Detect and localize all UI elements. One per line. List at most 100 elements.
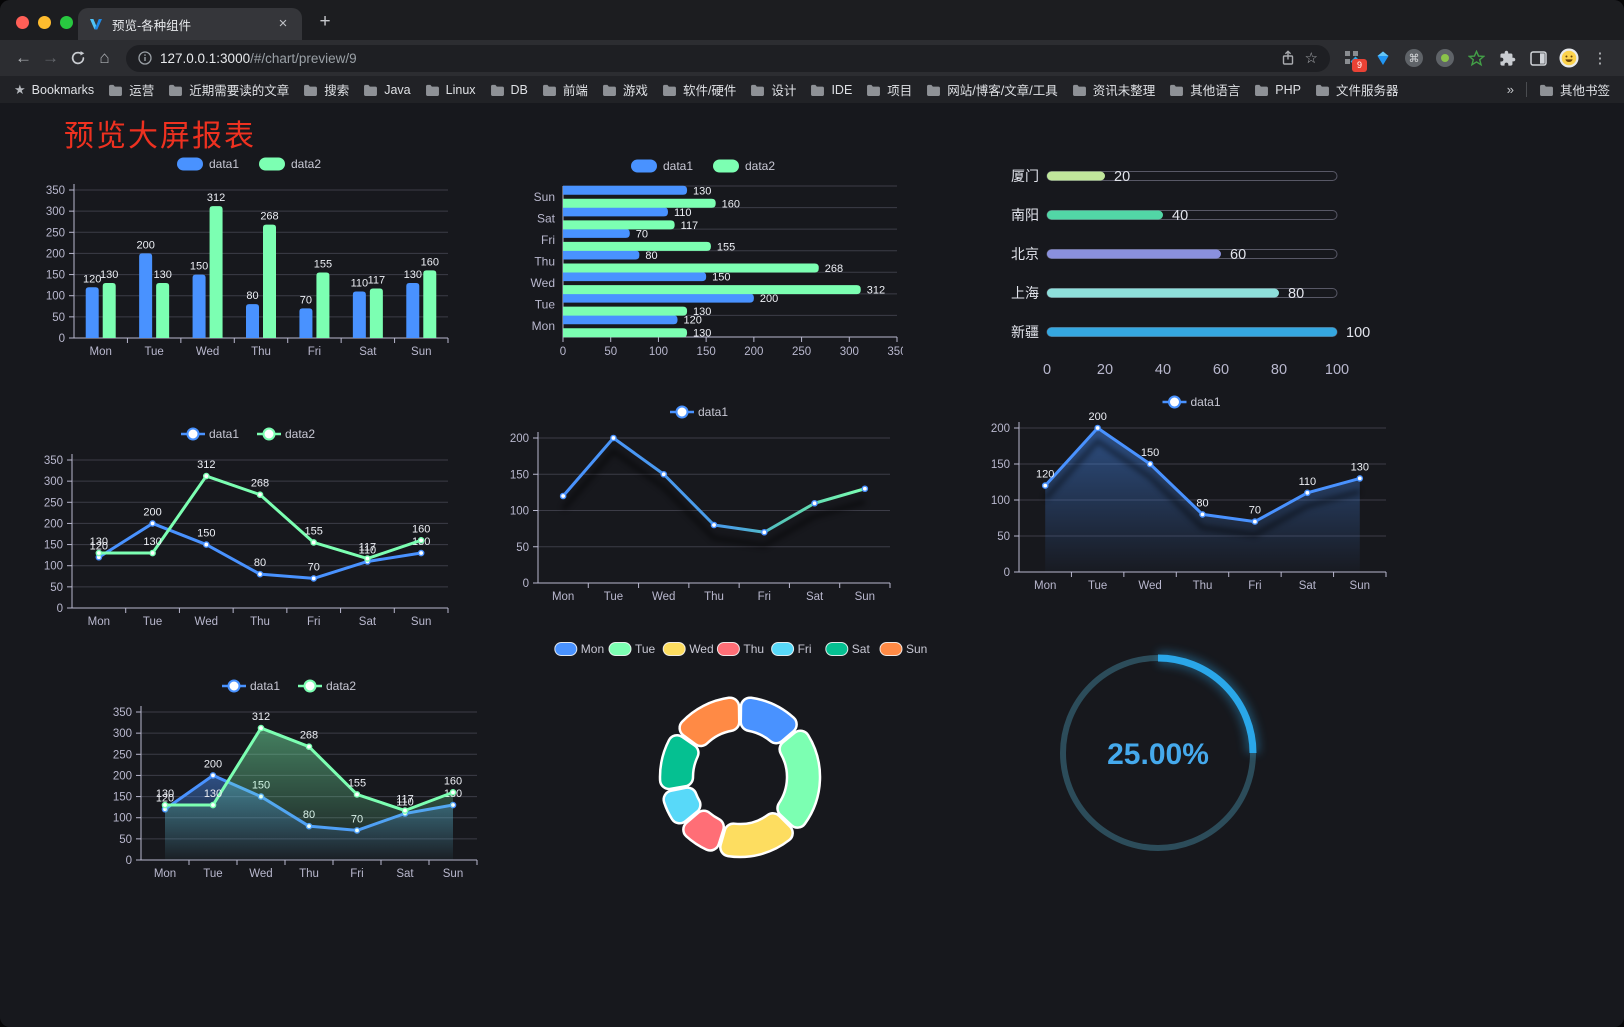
svg-text:50: 50: [119, 834, 132, 846]
svg-text:70: 70: [308, 561, 320, 573]
svg-text:130: 130: [156, 788, 174, 800]
page-title: 预览大屏报表: [64, 120, 256, 153]
chart-line-area-blue: data1 0 50 100 150 200 Mon Tue Wed Thu Fri Sat Sun 12…: [985, 388, 1400, 598]
traffic-lights: [16, 16, 73, 29]
extension-green-star-icon[interactable]: [1466, 48, 1486, 68]
svg-text:117: 117: [396, 794, 414, 806]
folder-icon: [169, 84, 183, 96]
bookmark-folder[interactable]: 设计: [750, 80, 796, 99]
browser-tab[interactable]: 预览-各种组件 ×: [78, 8, 302, 40]
bookmark-folder[interactable]: 游戏: [602, 80, 648, 99]
extension-command-icon[interactable]: ⌘: [1404, 48, 1424, 68]
svg-text:0: 0: [59, 333, 65, 345]
svg-text:Fri: Fri: [1248, 580, 1261, 592]
svg-text:150: 150: [197, 528, 215, 540]
svg-text:130: 130: [693, 306, 711, 318]
svg-text:Wed: Wed: [531, 276, 555, 290]
sidebar-toggle-icon[interactable]: [1528, 48, 1548, 68]
share-icon[interactable]: [1281, 50, 1295, 66]
svg-text:200: 200: [991, 423, 1010, 435]
site-info-icon[interactable]: [138, 51, 152, 65]
svg-text:data2: data2: [285, 427, 315, 441]
minimize-window-button[interactable]: [38, 16, 51, 29]
svg-text:312: 312: [207, 192, 225, 204]
folder-icon: [304, 84, 318, 96]
folder-icon: [1170, 84, 1184, 96]
folder-icon: [927, 84, 941, 96]
bookmark-folder[interactable]: 项目: [866, 80, 912, 99]
zoom-window-button[interactable]: [60, 16, 73, 29]
folder-icon: [1315, 84, 1329, 96]
svg-text:160: 160: [444, 775, 462, 787]
bookmarks-overflow-button[interactable]: »: [1506, 82, 1514, 97]
chart-bar-horizontal: data1data2050100150200250300350Mon120130…: [505, 152, 907, 367]
bookmark-folder[interactable]: 搜索: [303, 80, 349, 99]
forward-button[interactable]: →: [42, 48, 59, 67]
bookmark-folder[interactable]: Linux: [425, 83, 476, 97]
extension-stats-icon[interactable]: 9: [1342, 48, 1367, 72]
browser-menu-icon[interactable]: ⋮: [1592, 49, 1608, 67]
svg-text:Sun: Sun: [855, 591, 875, 603]
svg-text:130: 130: [153, 269, 171, 281]
home-button[interactable]: ⌂: [99, 48, 110, 67]
bookmark-folder[interactable]: PHP: [1254, 83, 1301, 97]
svg-text:Mon: Mon: [1034, 580, 1056, 592]
reload-button[interactable]: [64, 45, 91, 72]
svg-text:Tue: Tue: [535, 298, 556, 312]
extension-record-icon[interactable]: [1435, 48, 1455, 68]
svg-text:150: 150: [712, 272, 730, 284]
svg-text:data2: data2: [326, 679, 356, 693]
extension-badge: 9: [1352, 59, 1367, 72]
extensions-puzzle-icon[interactable]: [1497, 48, 1517, 68]
svg-text:150: 150: [46, 270, 65, 282]
svg-text:Sat: Sat: [537, 211, 556, 225]
svg-text:155: 155: [314, 258, 332, 270]
svg-text:130: 130: [404, 269, 422, 281]
bookmark-folder[interactable]: 资讯未整理: [1072, 80, 1155, 99]
bookmark-folder[interactable]: 运营: [108, 80, 154, 99]
bookmark-folder[interactable]: DB: [490, 83, 528, 97]
bookmark-folder[interactable]: IDE: [810, 83, 852, 97]
svg-text:250: 250: [792, 346, 811, 358]
svg-text:新疆: 新疆: [1011, 324, 1039, 340]
new-tab-button[interactable]: +: [319, 11, 331, 32]
svg-text:117: 117: [681, 220, 699, 232]
bookmark-folder[interactable]: 网站/博客/文章/工具: [926, 80, 1058, 99]
close-window-button[interactable]: [16, 16, 29, 29]
svg-text:Sat: Sat: [359, 346, 377, 358]
svg-text:160: 160: [421, 256, 439, 268]
svg-text:100: 100: [991, 495, 1010, 507]
chart-donut: Mon Tue Wed Thu Fri Sat Sun: [545, 635, 935, 887]
bookmark-folder[interactable]: 软件/硬件: [662, 80, 736, 99]
address-bar[interactable]: 127.0.0.1:3000/#/chart/preview/9 ☆: [126, 44, 1330, 72]
svg-text:200: 200: [113, 770, 132, 782]
svg-text:60: 60: [1213, 362, 1229, 378]
svg-text:160: 160: [722, 198, 740, 210]
bookmarks-manager-item[interactable]: ★ Bookmarks: [14, 81, 95, 97]
bookmark-star-icon[interactable]: ☆: [1304, 50, 1318, 67]
svg-text:25.00%: 25.00%: [1107, 738, 1209, 771]
other-bookmarks-folder[interactable]: 其他书签: [1539, 80, 1610, 99]
bookmark-folder[interactable]: 前端: [542, 80, 588, 99]
bookmark-folder[interactable]: 其他语言: [1169, 80, 1240, 99]
bookmark-folder[interactable]: 近期需要读的文章: [168, 80, 289, 99]
extension-gem-icon[interactable]: [1373, 48, 1393, 68]
svg-text:200: 200: [510, 433, 529, 445]
svg-text:120: 120: [83, 273, 101, 285]
bookmark-folder[interactable]: 文件服务器: [1315, 80, 1398, 99]
svg-text:110: 110: [351, 277, 369, 289]
svg-text:Tue: Tue: [203, 868, 222, 880]
svg-text:300: 300: [113, 728, 132, 740]
svg-text:50: 50: [604, 346, 617, 358]
svg-text:100: 100: [1325, 362, 1349, 378]
profile-avatar[interactable]: [1559, 48, 1579, 68]
svg-text:130: 130: [1351, 461, 1369, 473]
close-tab-icon[interactable]: ×: [278, 15, 288, 32]
svg-text:Fri: Fri: [307, 616, 320, 628]
svg-text:110: 110: [1299, 476, 1317, 488]
bookmark-folder[interactable]: Java: [363, 83, 411, 97]
back-button[interactable]: ←: [15, 48, 32, 67]
svg-text:50: 50: [516, 542, 529, 554]
svg-text:Thu: Thu: [250, 616, 270, 628]
svg-text:Fri: Fri: [758, 591, 771, 603]
